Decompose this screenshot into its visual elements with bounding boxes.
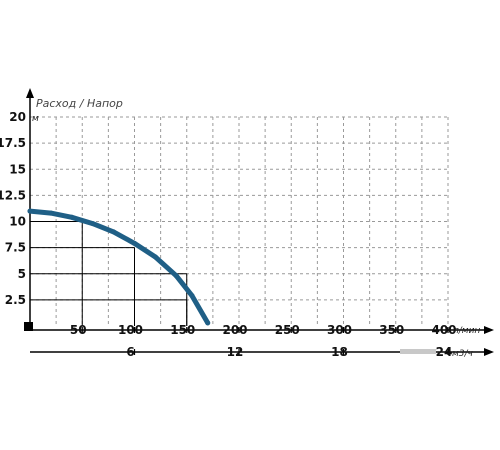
curve-point [27,208,33,214]
curve-point [90,221,96,227]
curve-point [173,273,179,279]
x-tick-label: 150 [170,323,195,337]
tick-labels: 20 17.5 15 12.5 10 7.5 5 2.5 м 50 100 150 200 250 300 3… [0,110,480,359]
reference-lines [30,221,188,326]
pump-curve-line [27,208,211,326]
y-axis-arrow [26,88,34,98]
x2-axis-arrow [484,348,494,356]
x2-tick-label: 18 [331,345,348,359]
curve-point [48,210,54,216]
curve-point [152,254,158,260]
grid [30,116,449,326]
x2-axis-smudge [400,349,436,354]
x-tick-label: 100 [118,323,143,337]
series-layer [27,208,211,326]
chart-title: Расход / Напор [36,97,123,110]
y-tick-label: 15 [9,162,26,176]
y-unit-label: м [32,114,39,124]
x-unit-label: л/мин [452,326,480,336]
curve-point [205,320,211,326]
x-tick-label: 350 [379,323,404,337]
x2-tick-label: 12 [227,345,244,359]
y-tick-label: 5 [18,267,26,281]
y-tick-label: 10 [9,215,26,229]
curve-point [69,214,75,220]
x-tick-label: 250 [275,323,300,337]
curve-point [132,240,137,246]
x-axis-arrow [484,326,494,334]
curve-point [189,293,195,299]
y-tick-label: 20 [9,110,26,124]
x-tick-label: 50 [70,323,87,337]
y-tick-label: 7.5 [5,241,26,255]
x-tick-label: 300 [327,323,352,337]
y-tick-label: 2.5 [5,293,26,307]
x-tick-label: 400 [431,323,456,337]
y-tick-label: 12.5 [0,188,26,202]
curve-point [111,229,117,235]
x2-tick-label: 24 [436,345,453,359]
x2-unit-label: м3/ч [452,349,473,359]
x-tick-label: 200 [222,323,247,337]
y-tick-label: 17.5 [0,136,26,150]
x2-tick-label: 6 [126,345,134,359]
origin-marker [24,322,33,331]
